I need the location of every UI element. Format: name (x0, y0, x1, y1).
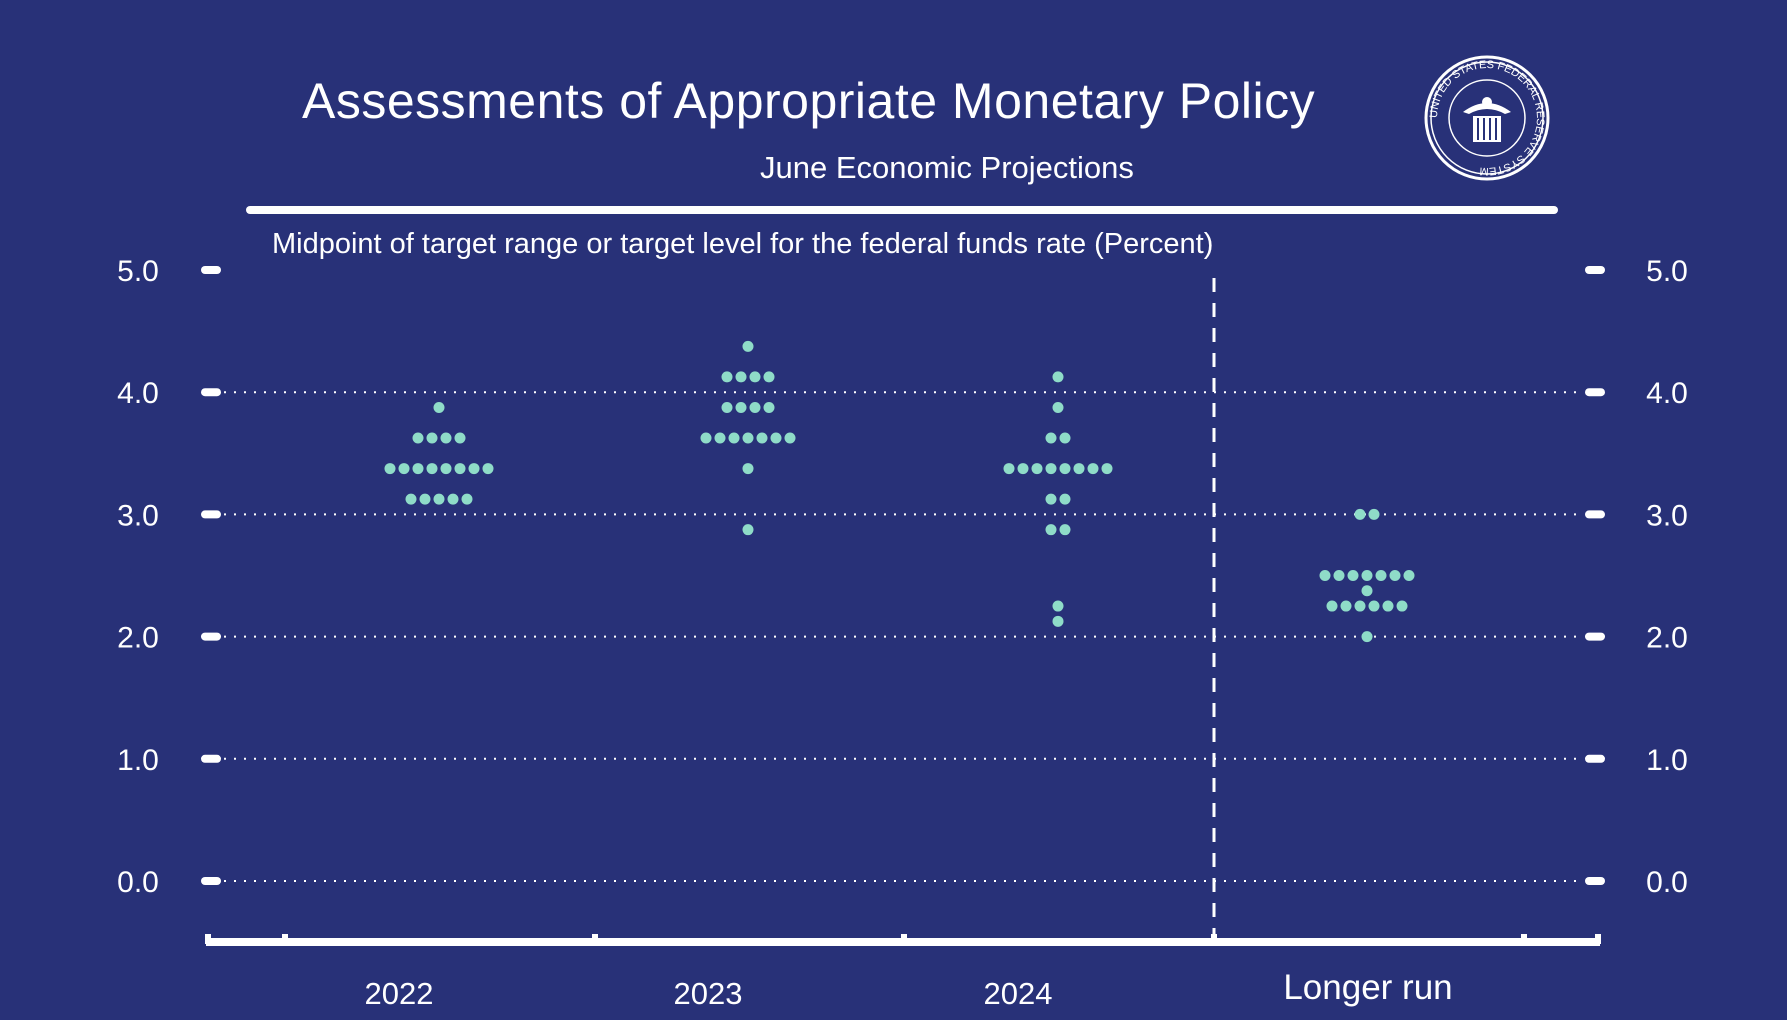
y-tick-label-right: 0.0 (1646, 866, 1688, 899)
dot-2023 (700, 432, 712, 444)
dot-2023 (742, 432, 754, 444)
y-tick-label-left: 0.0 (117, 866, 159, 899)
dot-2022 (398, 463, 410, 475)
dot-2022 (426, 432, 438, 444)
dot-2023 (784, 432, 796, 444)
dot-2024 (1052, 371, 1064, 383)
dot-2024 (1045, 524, 1057, 536)
dot-longer-run (1389, 570, 1401, 581)
dot-2022 (440, 432, 452, 444)
y-tick-label-left: 5.0 (117, 255, 159, 288)
dot-2024 (1101, 463, 1113, 475)
x-category-label: Longer run (1283, 968, 1452, 1007)
dot-longer-run (1396, 600, 1408, 612)
dot-longer-run (1368, 600, 1380, 612)
y-tick-label-left: 4.0 (117, 377, 159, 410)
dot-2022 (384, 463, 396, 475)
dot-2024 (1087, 463, 1099, 475)
y-tick-label-right: 3.0 (1646, 499, 1688, 532)
y-tick-label-right: 2.0 (1646, 622, 1688, 655)
dot-2024 (1045, 493, 1057, 505)
dot-2023 (728, 432, 740, 444)
dot-2024 (1073, 463, 1085, 475)
dot-longer-run (1333, 570, 1345, 581)
dot-2023 (742, 463, 754, 475)
dot-2024 (1059, 432, 1071, 444)
dot-2023 (742, 524, 754, 536)
title-divider (246, 206, 1558, 214)
dot-2024 (1017, 463, 1029, 475)
dot-2022 (433, 401, 445, 413)
dot-2022 (419, 493, 431, 505)
dot-longer-run (1361, 631, 1373, 643)
dot-2024 (1052, 401, 1064, 413)
dot-longer-run (1368, 508, 1380, 520)
dot-longer-run (1326, 600, 1338, 612)
chart-title: Assessments of Appropriate Monetary Poli… (302, 73, 1316, 129)
dot-longer-run (1361, 570, 1373, 581)
dot-2023 (763, 371, 775, 383)
dot-2023 (735, 371, 747, 383)
dot-2022 (405, 493, 417, 505)
dot-2024 (1059, 463, 1071, 475)
dot-2022 (468, 463, 480, 475)
dot-2022 (433, 493, 445, 505)
dot-2023 (721, 371, 733, 383)
dot-2024 (1045, 432, 1057, 444)
x-category-label: 2023 (674, 976, 743, 1011)
dot-2024 (1045, 463, 1057, 475)
y-axis-label: Midpoint of target range or target level… (272, 228, 1214, 260)
dot-2023 (749, 371, 761, 383)
y-tick-label-right: 1.0 (1646, 744, 1688, 777)
dot-longer-run (1382, 600, 1394, 612)
dot-longer-run (1319, 570, 1331, 581)
dot-longer-run (1361, 585, 1373, 597)
dot-2023 (714, 432, 726, 444)
y-tick-label-left: 3.0 (117, 499, 159, 532)
dot-2023 (763, 401, 775, 413)
dot-2022 (454, 432, 466, 444)
y-tick-label-right: 4.0 (1646, 377, 1688, 410)
dot-longer-run (1347, 570, 1359, 581)
chart-subtitle: June Economic Projections (760, 150, 1134, 185)
dot-2023 (735, 401, 747, 413)
dot-2023 (749, 401, 761, 413)
dot-2022 (482, 463, 494, 475)
dot-longer-run (1375, 570, 1387, 581)
dot-longer-run (1354, 600, 1366, 612)
dot-2022 (461, 493, 473, 505)
dot-2024 (1059, 493, 1071, 505)
dot-2023 (721, 401, 733, 413)
y-tick-label-left: 2.0 (117, 622, 159, 655)
dot-2022 (412, 432, 424, 444)
dot-2024 (1003, 463, 1015, 475)
dot-2023 (742, 340, 754, 352)
dot-longer-run (1403, 570, 1415, 581)
dot-longer-run (1340, 600, 1352, 612)
dot-2024 (1031, 463, 1043, 475)
federal-reserve-seal-logo: UNITED STATES FEDERAL RESERVE SYSTEM (1424, 55, 1550, 181)
y-tick-label-right: 5.0 (1646, 255, 1688, 288)
dot-2022 (412, 463, 424, 475)
dot-longer-run (1354, 508, 1366, 520)
dot-2022 (447, 493, 459, 505)
dot-2022 (426, 463, 438, 475)
x-category-label: 2024 (984, 976, 1053, 1011)
dot-2022 (454, 463, 466, 475)
dot-2024 (1052, 615, 1064, 627)
dot-2022 (440, 463, 452, 475)
dot-2024 (1059, 524, 1071, 536)
x-category-label: 2022 (365, 976, 434, 1011)
dot-2024 (1052, 600, 1064, 612)
y-tick-label-left: 1.0 (117, 744, 159, 777)
dot-2023 (756, 432, 768, 444)
dot-2023 (770, 432, 782, 444)
